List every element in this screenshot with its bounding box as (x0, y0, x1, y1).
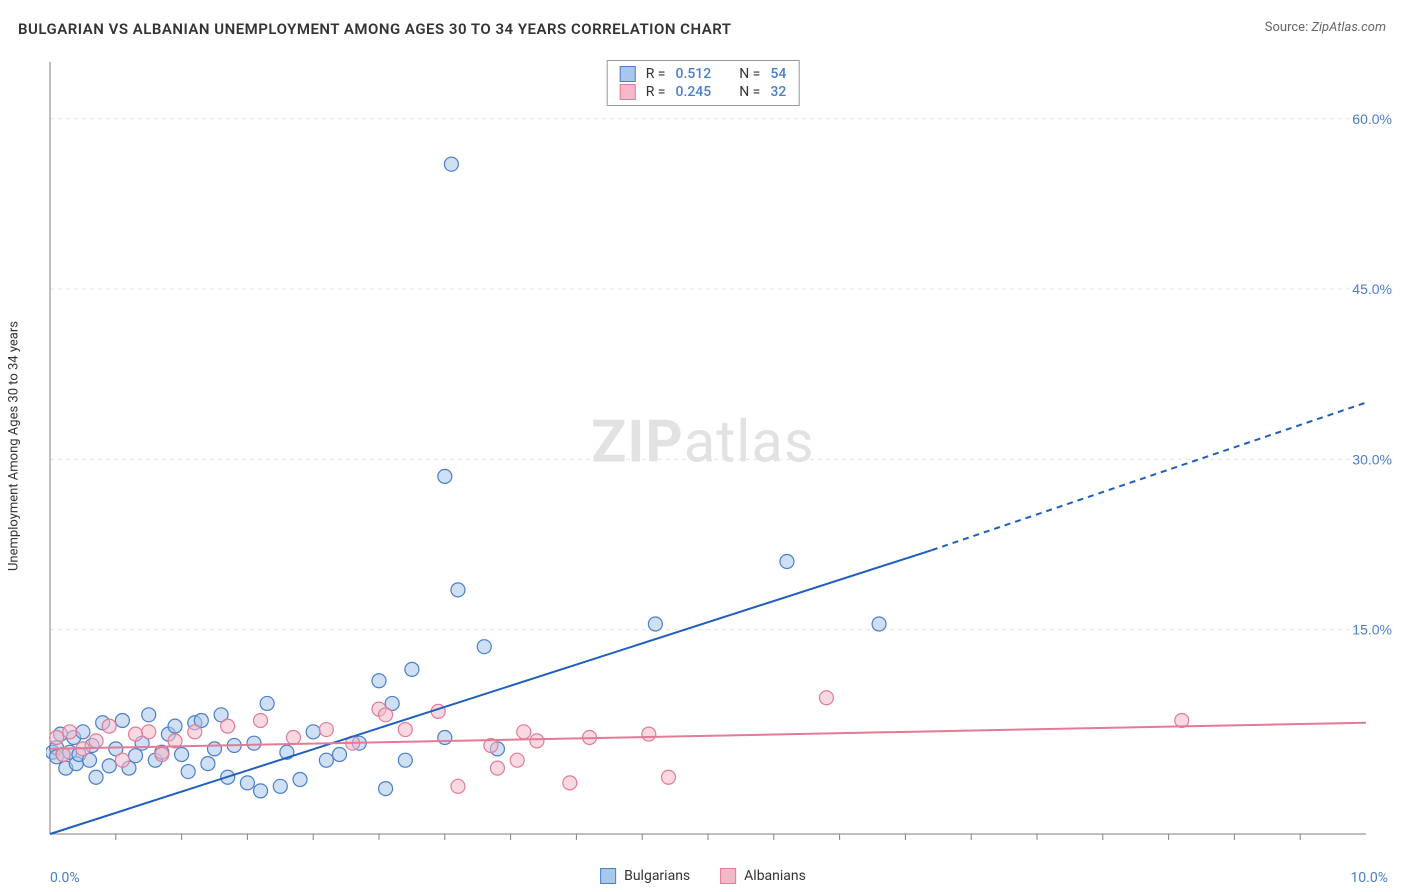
legend-label: Albanians (744, 868, 806, 884)
data-point (63, 725, 77, 739)
r-label: R = (646, 66, 666, 82)
legend-swatch (720, 868, 736, 884)
data-point (319, 723, 333, 737)
data-point (254, 784, 268, 798)
data-point (129, 749, 143, 763)
data-point (530, 734, 544, 748)
data-point (115, 753, 129, 767)
data-point (398, 753, 412, 767)
data-point (260, 696, 274, 710)
data-point (451, 779, 465, 793)
data-point (208, 742, 222, 756)
data-point (89, 770, 103, 784)
data-point (648, 617, 662, 631)
legend-swatch (620, 84, 636, 100)
data-point (306, 725, 320, 739)
data-point (247, 736, 261, 750)
y-tick-label: 45.0% (1352, 281, 1392, 297)
x-axis-min-label: 0.0% (50, 870, 80, 886)
n-value: 32 (770, 84, 786, 100)
scatter-chart: 15.0% 30.0% 45.0% 60.0% (46, 58, 1396, 862)
data-point (872, 617, 886, 631)
legend-stats-row: R = 0.512 N = 54 (620, 65, 787, 83)
n-label: N = (739, 66, 760, 82)
legend-swatch (620, 66, 636, 82)
y-tick-label: 15.0% (1352, 622, 1392, 638)
data-point (405, 662, 419, 676)
data-point (181, 765, 195, 779)
chart-title: BULGARIAN VS ALBANIAN UNEMPLOYMENT AMONG… (18, 20, 732, 38)
trend-line-extrapolated (932, 403, 1366, 551)
data-point (662, 770, 676, 784)
data-point (89, 734, 103, 748)
data-point (155, 748, 169, 762)
legend-item: Albanians (720, 868, 806, 884)
data-point (129, 727, 143, 741)
data-point (168, 719, 182, 733)
data-point (563, 776, 577, 790)
data-point (319, 753, 333, 767)
data-point (142, 725, 156, 739)
data-point (102, 719, 116, 733)
r-value: 0.512 (676, 66, 712, 82)
source-value: ZipAtlas.com (1311, 20, 1386, 35)
data-point (780, 555, 794, 569)
trend-line (50, 550, 932, 834)
data-point (142, 708, 156, 722)
data-point (115, 713, 129, 727)
legend-label: Bulgarians (624, 868, 690, 884)
trend-line (50, 723, 1366, 749)
legend-swatch (600, 868, 616, 884)
data-point (333, 748, 347, 762)
legend-stats-row: R = 0.245 N = 32 (620, 83, 787, 101)
y-tick-label: 60.0% (1352, 111, 1392, 127)
r-value: 0.245 (676, 84, 712, 100)
data-point (175, 748, 189, 762)
data-point (451, 583, 465, 597)
correlation-legend: R = 0.512 N = 54 R = 0.245 N = 32 (607, 60, 800, 106)
data-point (286, 731, 300, 745)
data-point (477, 640, 491, 654)
data-point (444, 157, 458, 171)
data-point (819, 691, 833, 705)
y-axis-label: Unemployment Among Ages 30 to 34 years (7, 321, 22, 571)
data-point (76, 725, 90, 739)
data-point (438, 469, 452, 483)
data-point (273, 779, 287, 793)
r-label: R = (646, 84, 666, 100)
n-label: N = (739, 84, 760, 100)
data-point (50, 731, 64, 745)
data-point (372, 674, 386, 688)
data-point (379, 782, 393, 796)
data-point (293, 773, 307, 787)
data-point (221, 719, 235, 733)
legend-item: Bulgarians (600, 868, 690, 884)
data-point (379, 708, 393, 722)
data-point (490, 761, 504, 775)
chart-area: 15.0% 30.0% 45.0% 60.0% (46, 58, 1396, 862)
data-point (240, 776, 254, 790)
data-point (398, 723, 412, 737)
data-point (254, 713, 268, 727)
data-point (438, 731, 452, 745)
series-legend: Bulgarians Albanians (600, 868, 806, 884)
data-point (102, 759, 116, 773)
data-point (517, 725, 531, 739)
data-point (642, 727, 656, 741)
data-point (510, 753, 524, 767)
y-tick-label: 30.0% (1352, 451, 1392, 467)
source-attribution: Source: ZipAtlas.com (1265, 20, 1386, 35)
x-axis-max-label: 10.0% (1350, 870, 1388, 886)
n-value: 54 (770, 66, 786, 82)
source-label: Source: (1265, 20, 1308, 35)
data-point (201, 757, 215, 771)
data-point (188, 725, 202, 739)
